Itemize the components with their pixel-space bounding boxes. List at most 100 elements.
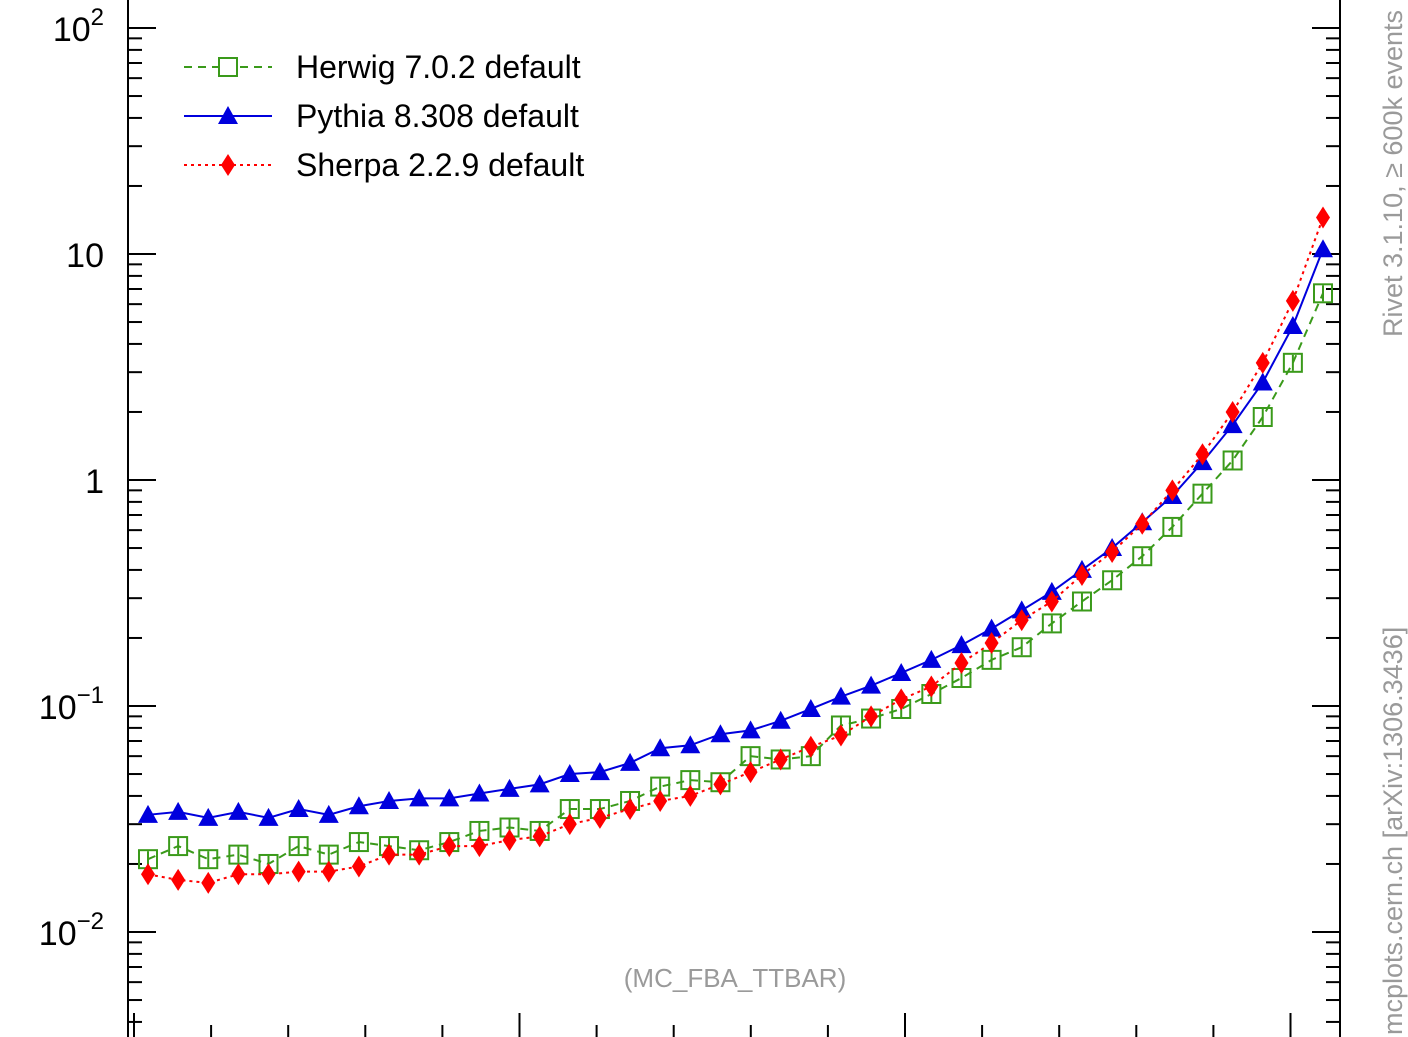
data-point <box>894 688 909 711</box>
data-point <box>710 724 731 743</box>
data-point <box>984 632 999 655</box>
legend-marker <box>221 154 235 176</box>
data-point <box>924 675 939 698</box>
data-point <box>951 635 972 654</box>
data-point <box>1011 637 1032 658</box>
data-point <box>861 675 882 694</box>
data-point <box>800 698 821 717</box>
data-point <box>532 825 547 848</box>
data-point <box>650 738 671 757</box>
data-point <box>1225 400 1240 423</box>
data-point <box>409 788 430 807</box>
data-point <box>439 788 460 807</box>
legend-label: Sherpa 2.2.9 default <box>296 147 584 183</box>
data-point <box>864 705 879 728</box>
data-point <box>261 863 276 886</box>
data-point <box>833 724 848 747</box>
series-line <box>147 248 1324 819</box>
data-point <box>168 836 189 857</box>
data-point <box>321 860 336 883</box>
data-point <box>1071 591 1092 612</box>
data-point <box>1105 541 1120 564</box>
data-point <box>623 798 638 821</box>
data-point <box>201 871 216 894</box>
y-tick-label: 10−1 <box>39 682 104 727</box>
legend-label: Pythia 8.308 default <box>296 98 579 134</box>
data-point <box>1014 609 1029 632</box>
data-point <box>620 752 641 771</box>
data-point <box>382 843 397 866</box>
data-point <box>1165 479 1180 502</box>
data-point <box>348 832 369 853</box>
data-point <box>1074 563 1089 586</box>
data-point <box>830 686 851 705</box>
legend-item-1: Pythia 8.308 default <box>184 98 579 134</box>
data-point <box>1252 372 1273 391</box>
data-point <box>1222 450 1243 471</box>
data-point <box>1313 283 1333 304</box>
data-point <box>770 710 791 729</box>
data-point <box>171 868 186 891</box>
data-point <box>258 807 279 826</box>
y-tick-label: 10 <box>66 237 104 275</box>
data-point <box>231 863 246 886</box>
data-point <box>921 649 942 668</box>
data-point <box>198 849 219 870</box>
data-point <box>288 836 309 857</box>
legend-item-0: Herwig 7.0.2 default <box>184 49 581 85</box>
data-point <box>1102 570 1123 591</box>
data-point <box>348 796 369 815</box>
data-point <box>1282 352 1303 373</box>
data-point <box>1316 206 1330 229</box>
series-2 <box>141 206 1330 894</box>
series-0 <box>138 283 1333 874</box>
data-point <box>499 778 520 797</box>
side-label-rivet: Rivet 3.1.10, ≥ 600k events <box>1378 10 1408 337</box>
data-point <box>412 843 427 866</box>
data-point <box>469 783 490 802</box>
x-axis <box>133 1013 1292 1037</box>
data-point <box>1132 546 1153 567</box>
data-point <box>168 801 189 820</box>
y-axis: 102 10 1 10−1 10−2 <box>39 4 1340 1023</box>
legend-marker <box>218 106 238 124</box>
data-point <box>198 807 219 826</box>
data-point <box>740 720 761 739</box>
data-point <box>1135 512 1150 535</box>
y-tick-label: 102 <box>53 4 104 49</box>
data-point <box>954 651 969 674</box>
data-point <box>773 748 788 771</box>
data-point <box>1222 415 1243 434</box>
data-point <box>680 735 701 754</box>
data-point <box>981 618 1002 637</box>
data-point <box>713 773 728 796</box>
data-point <box>1282 316 1303 335</box>
data-point <box>743 761 758 784</box>
data-point <box>138 804 158 823</box>
legend-label: Herwig 7.0.2 default <box>296 49 581 85</box>
data-point <box>683 784 698 807</box>
series-layer <box>138 206 1333 894</box>
data-point <box>1252 407 1273 428</box>
series-1 <box>138 239 1333 826</box>
data-point <box>442 835 457 858</box>
data-point <box>1255 351 1270 374</box>
y-tick-label: 1 <box>85 463 104 501</box>
data-point <box>291 860 306 883</box>
series-line <box>147 292 1324 866</box>
legend: Herwig 7.0.2 default Pythia 8.308 default… <box>184 49 584 183</box>
data-point <box>653 789 668 812</box>
legend-marker <box>218 57 238 77</box>
data-point <box>1044 590 1059 613</box>
series-line <box>147 217 1324 884</box>
data-point <box>141 863 155 886</box>
data-point <box>592 806 607 829</box>
data-point <box>502 829 517 852</box>
data-point <box>1313 239 1333 258</box>
data-point <box>379 790 400 809</box>
legend-item-2: Sherpa 2.2.9 default <box>184 147 584 183</box>
data-point <box>891 662 912 681</box>
data-point <box>1285 289 1300 312</box>
data-point <box>318 804 339 823</box>
